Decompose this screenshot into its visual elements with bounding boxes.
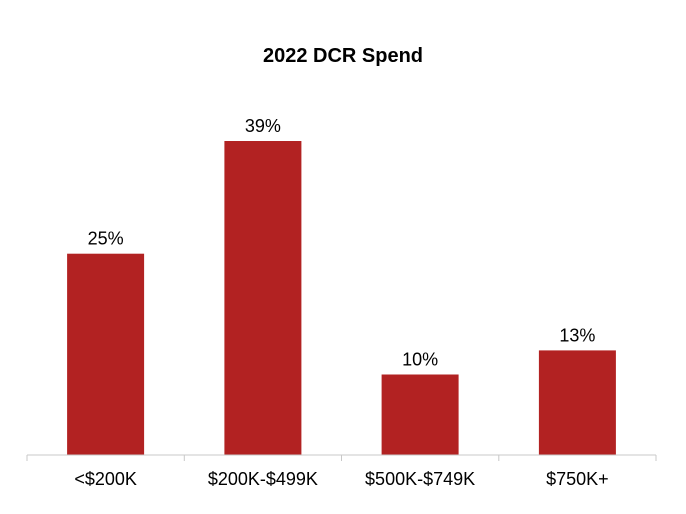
x-axis (26, 454, 657, 461)
bar-0 (67, 253, 145, 455)
data-label-1: 39% (245, 116, 281, 136)
x-tick-label-1: $200K-$499K (208, 469, 318, 489)
data-label-2: 10% (402, 350, 438, 370)
chart-title: 2022 DCR Spend (263, 45, 423, 67)
data-label-3: 13% (559, 325, 595, 345)
x-tick-label-2: $500K-$749K (365, 469, 475, 489)
bar-1 (224, 141, 302, 455)
x-tick-label-0: <$200K (74, 469, 137, 489)
bar-2 (381, 374, 459, 455)
labels-layer: 25% <$200K 39% $200K-$499K 10% $500K-$749K 13%… (74, 116, 608, 489)
x-tick-label-3: $750K+ (546, 469, 609, 489)
bars-layer (67, 141, 616, 456)
bar-3 (538, 350, 616, 456)
data-label-0: 25% (88, 229, 124, 249)
